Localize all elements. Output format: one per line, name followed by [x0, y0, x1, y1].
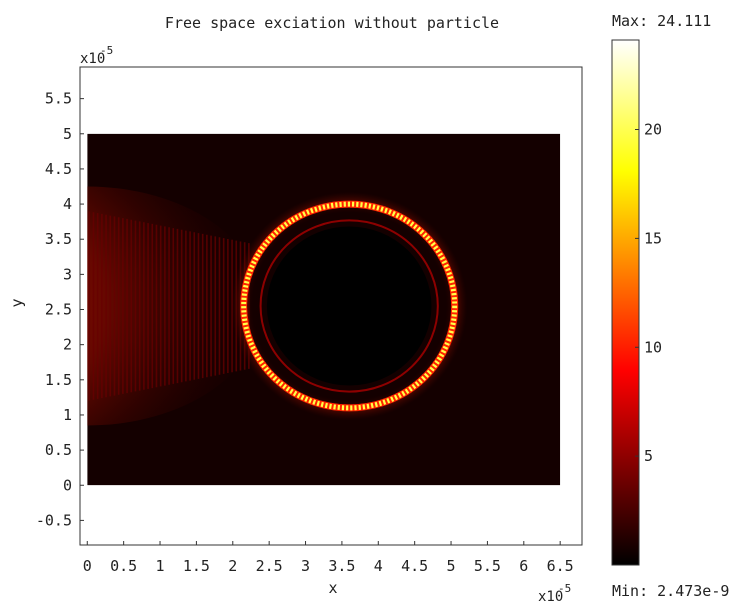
x-exponent-base: x10 [538, 589, 563, 604]
x-tick-label: 6.5 [547, 557, 574, 575]
colorbar-max-label: Max: 24.111 [612, 12, 711, 30]
colorbar-tick-label: 10 [644, 338, 662, 356]
x-axis-label: x [328, 579, 337, 597]
y-axis-label: y [8, 298, 26, 307]
y-tick-label: 5 [63, 125, 72, 143]
x-tick-label: 3 [301, 557, 310, 575]
y-tick-label: 3.5 [45, 230, 72, 248]
chart-title: Free space exciation without particle [165, 14, 499, 32]
heatmap-field [87, 133, 561, 486]
ring-peak [241, 201, 458, 411]
y-exponent-base: x10 [80, 51, 105, 67]
x-tick-label: 2 [228, 557, 237, 575]
x-tick-label: 0.5 [110, 557, 137, 575]
y-tick-label: 1 [63, 406, 72, 424]
y-tick-label: 4.5 [45, 160, 72, 178]
colorbar-tick-label: 15 [644, 229, 662, 247]
x-tick-label: 4.5 [401, 557, 428, 575]
y-axis-exponent: x10 -5 [80, 44, 113, 67]
y-tick-label: 0 [63, 476, 72, 494]
y-exponent-power: -5 [100, 44, 113, 57]
y-axis-ticks: -0.5 0 0.5 1 1.5 2 2.5 3 3.5 4 4.5 5 5.5 [36, 90, 84, 529]
x-tick-label: 5.5 [474, 557, 501, 575]
x-tick-label: 4 [374, 557, 383, 575]
colorbar-ticks: 5 10 15 20 [635, 121, 662, 465]
y-tick-label: -0.5 [36, 511, 72, 529]
inner-ring [259, 219, 439, 393]
y-tick-label: 3 [63, 265, 72, 283]
colorbar-tick-label: 5 [644, 447, 653, 465]
x-tick-label: 5 [447, 557, 456, 575]
x-tick-label: 1.5 [183, 557, 210, 575]
x-tick-label: 6 [519, 557, 528, 575]
y-tick-label: 1.5 [45, 371, 72, 389]
x-axis-ticks: 0 0.5 1 1.5 2 2.5 3 3.5 4 4.5 5 5.5 6 6.5 [83, 541, 574, 575]
y-tick-label: 0.5 [45, 441, 72, 459]
y-tick-label: 2.5 [45, 301, 72, 319]
colorbar [611, 39, 640, 566]
x-axis-exponent: x10 -5 [538, 582, 571, 604]
x-tick-label: 3.5 [328, 557, 355, 575]
x-tick-label: 1 [156, 557, 165, 575]
x-tick-label: 0 [83, 557, 92, 575]
x-tick-label: 2.5 [256, 557, 283, 575]
colorbar-tick-label: 20 [644, 121, 662, 139]
y-tick-label: 4 [63, 195, 72, 213]
y-tick-label: 5.5 [45, 90, 72, 108]
colorbar-min-label: Min: 2.473e-9 [612, 582, 729, 600]
y-tick-label: 2 [63, 336, 72, 354]
x-exponent-power: -5 [558, 582, 571, 595]
ring-core [266, 226, 432, 386]
